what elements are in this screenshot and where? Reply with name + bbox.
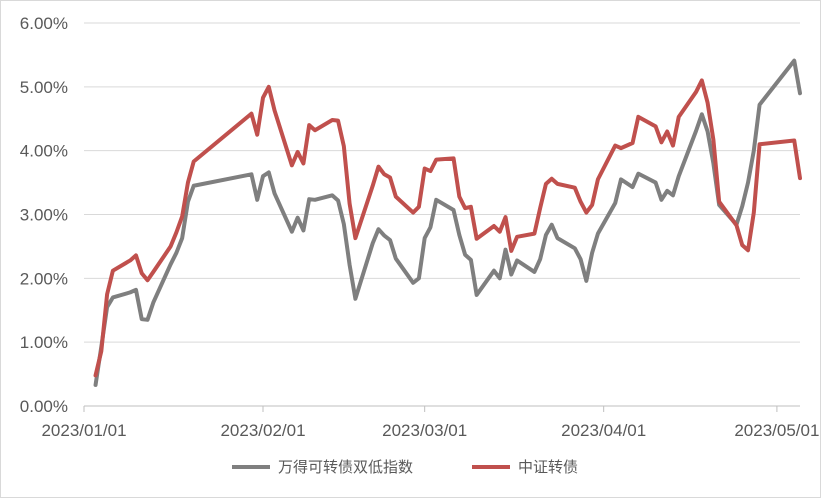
x-axis: 2023/01/01 2023/02/01 2023/03/01 2023/04/01… xyxy=(41,405,819,440)
x-tick-label: 2023/01/01 xyxy=(41,421,126,440)
legend-label: 万得可转债双低指数 xyxy=(278,458,413,476)
y-tick-label: 2.00% xyxy=(20,269,68,288)
series-line-1 xyxy=(93,58,802,387)
y-tick-label: 0.00% xyxy=(20,397,68,416)
y-tick-label: 1.00% xyxy=(20,333,68,352)
x-tick-label: 2023/02/01 xyxy=(220,421,305,440)
y-tick-label: 3.00% xyxy=(20,206,68,225)
x-tick-label: 2023/05/01 xyxy=(734,421,819,440)
x-tick-label: 2023/03/01 xyxy=(382,421,467,440)
y-tick-label: 4.00% xyxy=(20,142,68,161)
x-tick-label: 2023/04/01 xyxy=(561,421,646,440)
legend: 万得可转债双低指数 中证转债 xyxy=(232,458,578,476)
gridlines xyxy=(84,22,800,343)
y-axis-tick-labels: 0.00% 1.00% 2.00% 3.00% 4.00% 5.00% 6.00% xyxy=(20,14,68,416)
y-tick-label: 5.00% xyxy=(20,78,68,97)
series-lines xyxy=(93,58,802,387)
series-line-2 xyxy=(93,78,802,378)
y-tick-label: 6.00% xyxy=(20,14,68,33)
legend-label: 中证转债 xyxy=(518,458,578,476)
